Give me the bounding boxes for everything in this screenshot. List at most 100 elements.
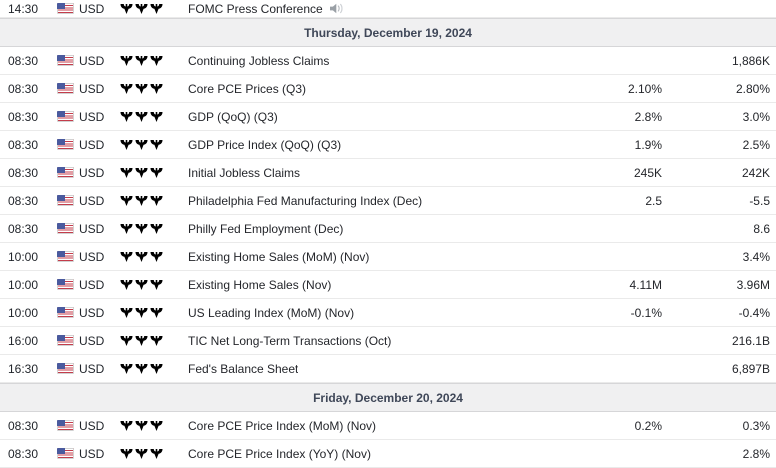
calendar-event-row[interactable]: 16:30 USD Fed's Balance Sheet 6,897B: [0, 355, 776, 383]
calendar-event-row[interactable]: 08:30 USD Core PCE Price Index (MoM) (No…: [0, 412, 776, 440]
event-name-link[interactable]: GDP (QoQ) (Q3): [188, 109, 278, 124]
currency-label: USD: [79, 165, 105, 180]
event-time: 10:00: [8, 305, 39, 320]
event-time: 08:30: [8, 221, 39, 236]
event-name-link[interactable]: Core PCE Prices (Q3): [188, 81, 307, 96]
previous-value: 1,886K: [731, 53, 770, 68]
us-flag-icon: [57, 448, 74, 459]
calendar-event-row[interactable]: 08:30 USD Philadelphia Fed Manufacturing…: [0, 187, 776, 215]
currency-label: USD: [79, 137, 105, 152]
us-flag-icon: [57, 3, 74, 14]
event-time: 16:00: [8, 333, 39, 348]
currency-label: USD: [79, 193, 105, 208]
event-time: 08:30: [8, 137, 39, 152]
previous-value: 3.96M: [736, 277, 770, 292]
event-name-link[interactable]: FOMC Press Conference: [188, 1, 323, 16]
calendar-event-row[interactable]: 08:30 USD GDP Price Index (QoQ) (Q3) 1.9…: [0, 131, 776, 159]
us-flag-icon: [57, 335, 74, 346]
us-flag-icon: [57, 363, 74, 374]
event-name-link[interactable]: Fed's Balance Sheet: [188, 361, 299, 376]
volatility-bulls-icon: [120, 308, 188, 318]
forecast-value: 4.11M: [629, 277, 662, 292]
event-time: 08:30: [8, 165, 39, 180]
event-name-link[interactable]: US Leading Index (MoM) (Nov): [188, 305, 355, 320]
us-flag-icon: [57, 223, 74, 234]
us-flag-icon: [57, 195, 74, 206]
calendar-event-row[interactable]: 10:00 USD US Leading Index (MoM) (Nov) -…: [0, 299, 776, 327]
volatility-bulls-icon: [120, 252, 188, 262]
volatility-bulls-icon: [120, 224, 188, 234]
previous-value: 6,897B: [731, 361, 770, 376]
forecast-value: -0.1%: [630, 305, 662, 320]
volatility-bulls-icon: [120, 421, 188, 431]
volatility-bulls-icon: [120, 112, 188, 122]
volatility-bulls-icon: [120, 140, 188, 150]
event-name-link[interactable]: Philadelphia Fed Manufacturing Index (De…: [188, 193, 423, 208]
event-name-link[interactable]: Continuing Jobless Claims: [188, 53, 330, 68]
previous-value: 3.0%: [742, 109, 770, 124]
event-time: 08:30: [8, 193, 39, 208]
currency-label: USD: [79, 333, 105, 348]
event-name-link[interactable]: Core PCE Price Index (MoM) (Nov): [188, 418, 377, 433]
volatility-bulls-icon: [120, 364, 188, 374]
calendar-event-row[interactable]: 08:30 USD GDP (QoQ) (Q3) 2.8% 3.0%: [0, 103, 776, 131]
us-flag-icon: [57, 279, 74, 290]
previous-value: 0.3%: [742, 418, 770, 433]
previous-value: 2.80%: [735, 81, 770, 96]
event-time: 10:00: [8, 277, 39, 292]
event-name-link[interactable]: TIC Net Long-Term Transactions (Oct): [188, 333, 392, 348]
us-flag-icon: [57, 307, 74, 318]
forecast-value: 2.10%: [627, 81, 662, 96]
volatility-bulls-icon: [120, 56, 188, 66]
event-time: 10:00: [8, 249, 39, 264]
event-name-link[interactable]: Initial Jobless Claims: [188, 165, 301, 180]
currency-label: USD: [79, 361, 105, 376]
currency-label: USD: [79, 221, 105, 236]
volatility-bulls-icon: [120, 4, 188, 14]
currency-label: USD: [79, 446, 105, 461]
us-flag-icon: [57, 251, 74, 262]
currency-label: USD: [79, 1, 105, 16]
us-flag-icon: [57, 83, 74, 94]
currency-label: USD: [79, 109, 105, 124]
forecast-value: 1.9%: [634, 137, 662, 152]
event-name-link[interactable]: Existing Home Sales (Nov): [188, 277, 332, 292]
calendar-event-row[interactable]: 10:00 USD Existing Home Sales (Nov) 4.11…: [0, 271, 776, 299]
currency-label: USD: [79, 249, 105, 264]
calendar-event-row[interactable]: 14:30 USD FOMC Press Conference: [0, 0, 776, 18]
event-name-link[interactable]: GDP Price Index (QoQ) (Q3): [188, 137, 342, 152]
calendar-event-row[interactable]: 08:30 USD Initial Jobless Claims 245K 24…: [0, 159, 776, 187]
event-name-link[interactable]: Core PCE Price Index (YoY) (Nov): [188, 446, 371, 461]
event-time: 08:30: [8, 446, 39, 461]
currency-label: USD: [79, 277, 105, 292]
us-flag-icon: [57, 139, 74, 150]
previous-value: 242K: [741, 165, 770, 180]
previous-value: -5.5: [749, 193, 770, 208]
calendar-event-row[interactable]: 08:30 USD Core PCE Prices (Q3) 2.10% 2.8…: [0, 75, 776, 103]
previous-value: 8.6: [753, 221, 770, 236]
date-header-row: Thursday, December 19, 2024: [0, 18, 776, 47]
currency-label: USD: [79, 305, 105, 320]
event-name-link[interactable]: Existing Home Sales (MoM) (Nov): [188, 249, 370, 264]
calendar-event-row[interactable]: 08:30 USD Philly Fed Employment (Dec) 8.…: [0, 215, 776, 243]
event-time: 08:30: [8, 109, 39, 124]
previous-value: 3.4%: [742, 249, 770, 264]
forecast-value: 245K: [633, 165, 662, 180]
event-time: 08:30: [8, 53, 39, 68]
currency-label: USD: [79, 53, 105, 68]
previous-value: 2.5%: [742, 137, 770, 152]
forecast-value: 2.8%: [634, 109, 662, 124]
us-flag-icon: [57, 420, 74, 431]
calendar-event-row[interactable]: 16:00 USD TIC Net Long-Term Transactions…: [0, 327, 776, 355]
us-flag-icon: [57, 167, 74, 178]
volatility-bulls-icon: [120, 280, 188, 290]
calendar-event-row[interactable]: 10:00 USD Existing Home Sales (MoM) (Nov…: [0, 243, 776, 271]
event-time: 14:30: [8, 1, 39, 16]
speech-audio-icon: [329, 3, 344, 14]
calendar-event-row[interactable]: 08:30 USD Continuing Jobless Claims 1,88…: [0, 47, 776, 75]
calendar-event-row[interactable]: 08:30 USD Core PCE Price Index (YoY) (No…: [0, 440, 776, 468]
volatility-bulls-icon: [120, 168, 188, 178]
currency-label: USD: [79, 418, 105, 433]
event-name-link[interactable]: Philly Fed Employment (Dec): [188, 221, 344, 236]
